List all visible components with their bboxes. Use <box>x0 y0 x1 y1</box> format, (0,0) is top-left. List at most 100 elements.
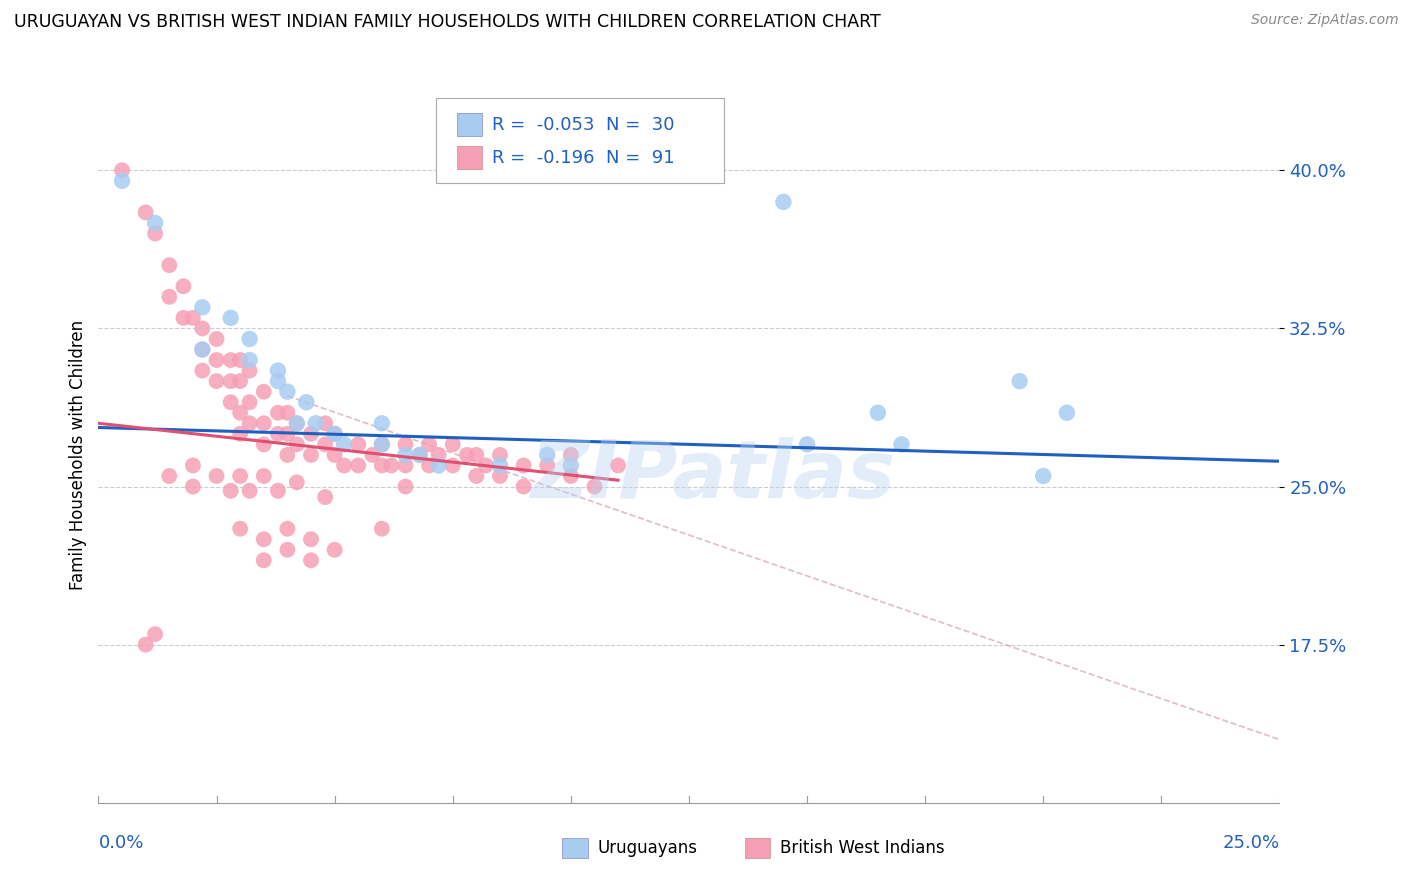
Point <box>418 437 440 451</box>
Point <box>276 448 298 462</box>
Point <box>333 437 356 451</box>
Text: British West Indians: British West Indians <box>780 839 945 857</box>
Point <box>267 483 290 498</box>
Point <box>347 437 370 451</box>
Point <box>371 417 394 431</box>
Point <box>427 458 450 473</box>
Point <box>172 279 194 293</box>
Point <box>219 374 242 388</box>
Point <box>229 374 252 388</box>
Point <box>229 426 252 441</box>
Point <box>253 417 276 431</box>
Point <box>143 627 166 641</box>
Point <box>219 310 242 325</box>
Point <box>323 426 346 441</box>
Point <box>333 458 356 473</box>
Point <box>229 522 252 536</box>
Point <box>253 553 276 567</box>
Point <box>135 205 157 219</box>
Point <box>314 417 336 431</box>
Point <box>536 448 558 462</box>
Point <box>489 448 512 462</box>
Point <box>314 437 336 451</box>
Point <box>323 426 346 441</box>
Point <box>219 483 242 498</box>
Point <box>465 448 488 462</box>
Point <box>299 533 322 547</box>
Text: 25.0%: 25.0% <box>1222 834 1279 852</box>
Point <box>181 479 204 493</box>
Point <box>191 301 214 315</box>
Point <box>394 479 416 493</box>
Point <box>143 227 166 241</box>
Point <box>285 437 308 451</box>
Point <box>111 174 134 188</box>
Point <box>267 406 290 420</box>
Point <box>191 343 214 357</box>
Point <box>276 542 298 557</box>
Point <box>267 426 290 441</box>
Point <box>394 458 416 473</box>
Point <box>427 448 450 462</box>
Point <box>172 310 194 325</box>
Point <box>229 469 252 483</box>
Point <box>276 426 298 441</box>
Point <box>181 458 204 473</box>
Point <box>205 353 228 368</box>
Text: ZIPatlas: ZIPatlas <box>530 437 896 515</box>
Point <box>456 448 478 462</box>
Point <box>111 163 134 178</box>
Point <box>394 437 416 451</box>
Point <box>276 522 298 536</box>
Point <box>347 458 370 473</box>
Point <box>191 321 214 335</box>
Point <box>239 395 262 409</box>
Point <box>285 475 308 490</box>
Point <box>380 458 402 473</box>
Point <box>229 353 252 368</box>
Point <box>299 448 322 462</box>
Point <box>489 469 512 483</box>
Point <box>371 437 394 451</box>
Point <box>1056 406 1078 420</box>
Point <box>583 479 606 493</box>
Point <box>408 448 430 462</box>
Point <box>276 406 298 420</box>
Point <box>239 332 262 346</box>
Point <box>890 437 912 451</box>
Point <box>361 448 384 462</box>
Point <box>323 542 346 557</box>
Point <box>371 522 394 536</box>
Point <box>191 343 214 357</box>
Point <box>299 426 322 441</box>
Point <box>371 458 394 473</box>
Text: URUGUAYAN VS BRITISH WEST INDIAN FAMILY HOUSEHOLDS WITH CHILDREN CORRELATION CHA: URUGUAYAN VS BRITISH WEST INDIAN FAMILY … <box>14 13 880 31</box>
Point <box>143 216 166 230</box>
Point <box>441 437 464 451</box>
Point <box>305 417 328 431</box>
Point <box>441 458 464 473</box>
Point <box>796 437 818 451</box>
Text: Uruguayans: Uruguayans <box>598 839 697 857</box>
Point <box>285 417 308 431</box>
Point <box>560 469 582 483</box>
Text: 0.0%: 0.0% <box>98 834 143 852</box>
Point <box>205 332 228 346</box>
Point <box>157 469 180 483</box>
Point <box>560 458 582 473</box>
Point <box>560 448 582 462</box>
Point <box>205 374 228 388</box>
Point <box>371 437 394 451</box>
Point <box>239 363 262 377</box>
Text: R =  -0.196  N =  91: R = -0.196 N = 91 <box>492 149 675 167</box>
Point <box>408 448 430 462</box>
Point <box>489 458 512 473</box>
Point <box>239 417 262 431</box>
Point <box>536 458 558 473</box>
Point <box>229 406 252 420</box>
Point <box>181 310 204 325</box>
Point <box>866 406 889 420</box>
Point <box>157 258 180 272</box>
Point <box>475 458 498 473</box>
Text: Source: ZipAtlas.com: Source: ZipAtlas.com <box>1251 13 1399 28</box>
